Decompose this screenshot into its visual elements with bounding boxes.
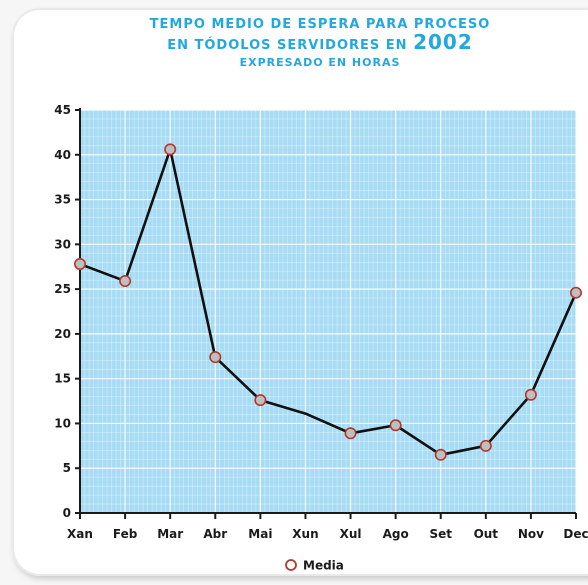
y-tick-label: 25	[54, 282, 71, 296]
x-tick-label: Nov	[518, 527, 544, 541]
x-tick-label: Xul	[340, 527, 362, 541]
x-tick-label: Feb	[113, 527, 138, 541]
y-tick-label: 20	[54, 327, 71, 341]
x-tick-label: Out	[474, 527, 499, 541]
title-year: 2002	[413, 29, 473, 54]
y-tick-label: 10	[54, 416, 71, 430]
legend-marker-media	[285, 559, 297, 571]
title-line-1: Tempo medio de espera para proceso	[149, 17, 491, 32]
data-point	[524, 388, 537, 401]
chart-title: Tempo medio de espera para proceso en tó…	[60, 18, 580, 68]
data-point	[209, 351, 222, 364]
series-line-media	[79, 148, 578, 457]
data-point	[434, 448, 447, 461]
data-point	[569, 286, 582, 299]
data-point	[479, 439, 492, 452]
y-tick-label: 45	[54, 103, 71, 117]
y-tick-label: 30	[54, 237, 71, 251]
x-tick-label: Xan	[67, 527, 93, 541]
legend-label-media: Media	[303, 559, 344, 573]
x-tick-label: Set	[429, 527, 452, 541]
title-line-2: en tódolos servidores en 2002	[60, 29, 580, 54]
x-tick-label: Mai	[248, 527, 272, 541]
y-tick-label: 40	[54, 148, 71, 162]
data-point	[164, 143, 177, 156]
x-tick-label: Xun	[292, 527, 318, 541]
x-tick-label: Abr	[203, 527, 227, 541]
y-tick-label: 35	[54, 193, 71, 207]
x-tick-label: Ago	[383, 527, 409, 541]
data-point	[74, 258, 87, 271]
y-tick-label: 15	[54, 372, 71, 386]
data-point	[389, 419, 402, 432]
y-tick-label: 0	[63, 506, 71, 520]
x-tick-label: Mar	[157, 527, 183, 541]
data-point	[119, 275, 132, 288]
data-point	[254, 394, 267, 407]
x-tick-label: Dec	[563, 527, 588, 541]
data-point	[344, 427, 357, 440]
title-line-2-text: en tódolos servidores en	[167, 37, 408, 53]
y-tick-label: 5	[63, 461, 71, 475]
chart-subtitle: expresado en horas	[239, 55, 401, 69]
